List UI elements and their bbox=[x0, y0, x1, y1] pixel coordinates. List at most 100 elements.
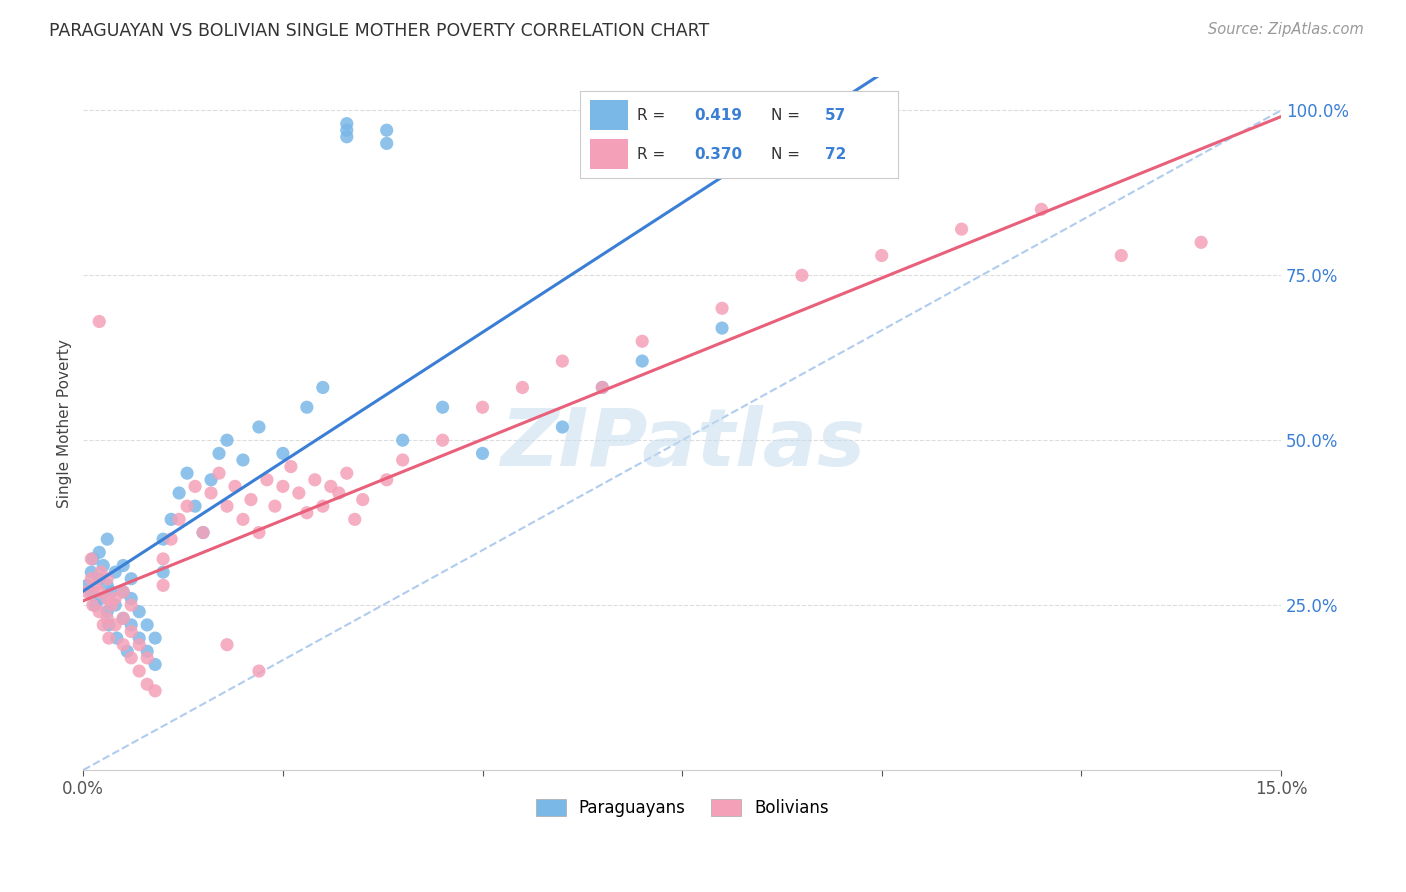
Point bbox=[208, 446, 231, 460]
Point bbox=[152, 578, 174, 592]
Point bbox=[375, 136, 398, 151]
Point bbox=[96, 611, 118, 625]
Point bbox=[336, 466, 359, 480]
Point bbox=[1109, 248, 1132, 262]
Point bbox=[375, 473, 398, 487]
Point bbox=[112, 611, 135, 625]
Point bbox=[271, 446, 294, 460]
Point bbox=[295, 401, 318, 415]
Point bbox=[136, 644, 159, 658]
Point bbox=[84, 578, 107, 592]
Point bbox=[112, 611, 135, 625]
Point bbox=[167, 486, 190, 500]
Point bbox=[191, 525, 214, 540]
Point bbox=[1189, 235, 1212, 250]
Point bbox=[200, 473, 222, 487]
Point bbox=[167, 512, 190, 526]
Point bbox=[143, 657, 166, 672]
Point bbox=[215, 434, 238, 448]
Point bbox=[232, 512, 254, 526]
Point bbox=[89, 605, 111, 619]
Point bbox=[256, 473, 278, 487]
Point bbox=[100, 585, 122, 599]
Point bbox=[82, 598, 104, 612]
Point bbox=[319, 479, 342, 493]
Point bbox=[80, 572, 103, 586]
Point bbox=[790, 268, 813, 283]
Point bbox=[711, 301, 734, 316]
Point bbox=[264, 499, 287, 513]
Point bbox=[89, 314, 111, 328]
Point bbox=[1031, 202, 1053, 217]
Point bbox=[160, 532, 183, 546]
Point bbox=[288, 486, 311, 500]
Point bbox=[120, 598, 142, 612]
Point bbox=[128, 638, 150, 652]
Point bbox=[96, 591, 118, 606]
Point bbox=[215, 638, 238, 652]
Point bbox=[90, 565, 112, 579]
Point bbox=[82, 552, 104, 566]
Point bbox=[128, 631, 150, 645]
Point bbox=[184, 499, 207, 513]
Point bbox=[143, 631, 166, 645]
Point bbox=[90, 591, 112, 606]
Point bbox=[115, 644, 138, 658]
Point bbox=[200, 486, 222, 500]
Point bbox=[247, 664, 270, 678]
Point bbox=[336, 117, 359, 131]
Point bbox=[591, 380, 613, 394]
Point bbox=[352, 492, 374, 507]
Point bbox=[471, 401, 494, 415]
Point bbox=[120, 624, 142, 639]
Text: ZIPatlas: ZIPatlas bbox=[499, 406, 865, 483]
Point bbox=[120, 572, 142, 586]
Point bbox=[136, 618, 159, 632]
Point bbox=[247, 525, 270, 540]
Point bbox=[336, 129, 359, 144]
Point bbox=[80, 585, 103, 599]
Point bbox=[512, 380, 534, 394]
Y-axis label: Single Mother Poverty: Single Mother Poverty bbox=[58, 339, 72, 508]
Point bbox=[96, 605, 118, 619]
Point bbox=[84, 598, 107, 612]
Point bbox=[97, 618, 120, 632]
Point bbox=[128, 664, 150, 678]
Point bbox=[551, 420, 574, 434]
Point bbox=[375, 123, 398, 137]
Point bbox=[97, 631, 120, 645]
Point bbox=[551, 354, 574, 368]
Point bbox=[224, 479, 246, 493]
Point bbox=[112, 585, 135, 599]
Point bbox=[432, 401, 454, 415]
Point bbox=[152, 532, 174, 546]
Point bbox=[328, 486, 350, 500]
Point bbox=[280, 459, 302, 474]
Point bbox=[96, 578, 118, 592]
Point bbox=[432, 434, 454, 448]
Point bbox=[89, 585, 111, 599]
Point bbox=[112, 638, 135, 652]
Text: Source: ZipAtlas.com: Source: ZipAtlas.com bbox=[1208, 22, 1364, 37]
Point bbox=[89, 572, 111, 586]
Point bbox=[247, 420, 270, 434]
Point bbox=[104, 591, 127, 606]
Point bbox=[112, 558, 135, 573]
Point bbox=[711, 321, 734, 335]
Point bbox=[176, 466, 198, 480]
Point bbox=[870, 248, 893, 262]
Point bbox=[96, 572, 118, 586]
Point bbox=[239, 492, 262, 507]
Point bbox=[104, 618, 127, 632]
Point bbox=[136, 651, 159, 665]
Point bbox=[152, 565, 174, 579]
Point bbox=[136, 677, 159, 691]
Point bbox=[950, 222, 973, 236]
Point bbox=[184, 479, 207, 493]
Point bbox=[128, 605, 150, 619]
Point bbox=[120, 591, 142, 606]
Point bbox=[120, 651, 142, 665]
Point bbox=[100, 598, 122, 612]
Point bbox=[152, 552, 174, 566]
Point bbox=[89, 545, 111, 559]
